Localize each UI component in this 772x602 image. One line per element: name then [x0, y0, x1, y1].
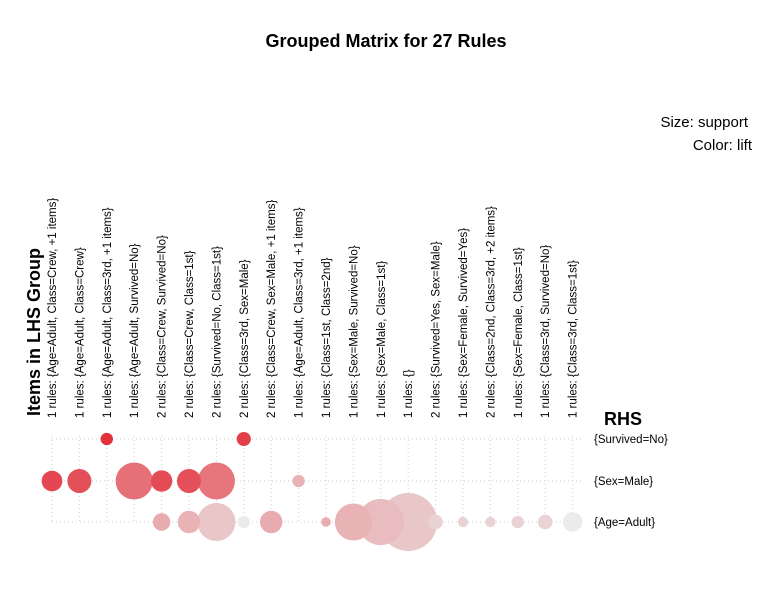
rule-point [237, 515, 250, 529]
rule-point [236, 431, 251, 447]
legend-color: Color: lift [693, 137, 753, 154]
rule-point [562, 512, 583, 532]
rule-point [428, 514, 443, 530]
lhs-group-label: 2 rules: {Class=Crew, Survived=No} [157, 235, 169, 418]
lhs-group-label: 1 rules: {Age=Adult, Class=Crew} [74, 247, 86, 418]
lhs-group-label: 2 rules: {Class=Crew, Class=1st} [184, 250, 196, 418]
rule-point [457, 516, 469, 528]
rule-point [321, 517, 331, 527]
lhs-group-label: 1 rules: {Age=Adult, Survived=No} [129, 243, 141, 418]
rule-point [292, 474, 305, 488]
lhs-group-label: 1 rules: {Sex=Male, Class=1st} [376, 261, 388, 418]
lhs-group-label: 1 rules: {Age=Adult, Class=3rd, +1 items… [294, 207, 306, 418]
rule-point [67, 468, 92, 494]
rule-point [176, 468, 202, 494]
rhs-item-label: {Sex=Male} [594, 476, 653, 488]
lhs-group-label: 2 rules: {Class=3rd, Sex=Male} [239, 259, 251, 418]
lhs-group-label: 1 rules: {Class=3rd, Survived=No} [540, 245, 552, 418]
lhs-group-label: 1 rules: {Class=3rd, Class=1st} [568, 260, 580, 418]
rule-point [537, 514, 553, 530]
rule-point [150, 470, 173, 492]
y-axis-title: RHS [604, 409, 642, 429]
rule-point [511, 515, 524, 529]
lhs-group-label: 1 rules: {Sex=Male, Survived=No} [348, 245, 360, 418]
chart-title: Grouped Matrix for 27 Rules [265, 31, 506, 51]
rule-point [197, 502, 236, 542]
legend-size: Size: support [660, 114, 748, 131]
lhs-group-label: 2 rules: {Survived=Yes, Sex=Male} [431, 241, 443, 418]
lhs-group-label: 1 rules: {} [403, 369, 415, 418]
lhs-group-label: 2 rules: {Survived=No, Class=1st} [211, 246, 223, 418]
rule-point [177, 510, 201, 534]
rhs-labels: {Survived=No} {Sex=Male} {Age=Adult} [594, 434, 668, 529]
lhs-group-label: 1 rules: {Age=Adult, Class=3rd, +1 items… [102, 207, 114, 418]
lhs-group-label: 2 rules: {Class=2nd, Class=3rd, +2 items… [485, 206, 497, 418]
rhs-item-label: {Age=Adult} [594, 517, 655, 529]
rule-point [357, 498, 404, 546]
x-axis-title: Items in LHS Group [24, 248, 44, 416]
lhs-group-label: 1 rules: {Sex=Female, Class=1st} [513, 247, 525, 418]
rhs-item-label: {Survived=No} [594, 434, 668, 446]
rule-point [197, 462, 235, 500]
rule-point [100, 432, 113, 446]
lhs-group-label: 1 rules: {Sex=Female, Survived=Yes} [458, 228, 470, 418]
rule-point [259, 510, 283, 534]
rule-point [152, 513, 171, 531]
rule-point [334, 503, 372, 541]
lhs-group-label: 1 rules: {Class=1st, Class=2nd} [321, 257, 333, 418]
lhs-labels: 1 rules: {Age=Adult, Class=Crew, +1 item… [47, 198, 580, 418]
data-points [41, 431, 583, 551]
rule-point [41, 470, 63, 492]
rule-point [115, 462, 153, 500]
lhs-group-label: 2 rules: {Class=Crew, Sex=Male, +1 items… [266, 200, 278, 418]
lhs-group-label: 1 rules: {Age=Adult, Class=Crew, +1 item… [47, 198, 59, 418]
rule-point [485, 516, 496, 528]
